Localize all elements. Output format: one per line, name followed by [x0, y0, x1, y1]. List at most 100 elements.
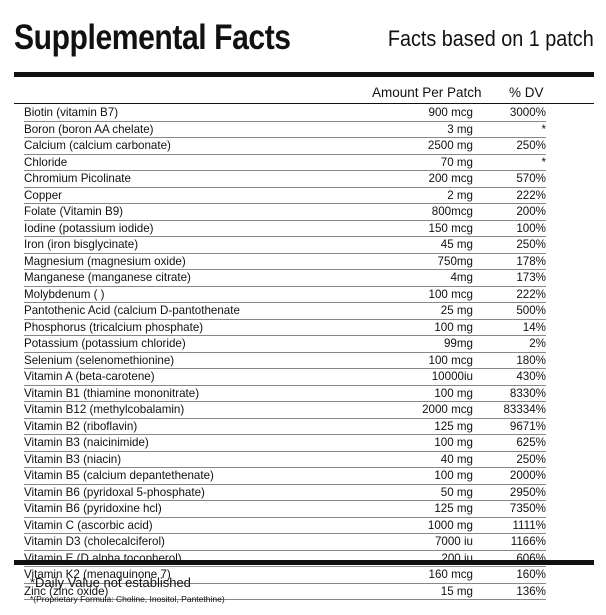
nutrient-amount: 40 mg	[440, 452, 473, 466]
nutrient-dv: 178%	[516, 254, 546, 268]
nutrient-name: Biotin (vitamin B7)	[24, 106, 119, 119]
nutrient-name: Boron (boron AA chelate)	[24, 122, 154, 136]
table-row: Chloride 70 mg *	[24, 155, 546, 171]
nutrient-name: Vitamin C (ascorbic acid)	[24, 518, 153, 532]
nutrient-amount: 15 mg	[440, 584, 473, 598]
nutrient-amount: 100 mg	[434, 320, 473, 334]
table-row: Potassium (potassium chloride) 99mg 2%	[24, 336, 546, 353]
nutrient-dv: 500%	[516, 304, 546, 317]
table-row: Vitamin D3 (cholecalciferol) 7000 iu 1166%	[24, 534, 546, 551]
nutrient-dv: *	[541, 122, 546, 136]
nutrient-amount: 200 mcg	[428, 172, 473, 185]
nutrient-name: Magnesium (magnesium oxide)	[24, 254, 186, 268]
nutrient-name: Iodine (potassium iodide)	[24, 221, 154, 235]
nutrient-amount: 99mg	[443, 337, 473, 350]
nutrient-amount: 25 mg	[440, 304, 473, 317]
table-row: Vitamin B2 (riboflavin) 125 mg 9671%	[24, 419, 546, 435]
table-row: Folate (Vitamin B9) 800mcg 200%	[24, 204, 546, 221]
nutrient-dv: *	[541, 155, 546, 169]
facts-title: Supplemental Facts	[14, 18, 291, 57]
nutrient-name: Vitamin E (D alpha tocopherol)	[24, 551, 182, 565]
table-row: Chromium Picolinate 200 mcg 570%	[24, 171, 546, 188]
nutrient-amount: 3 mg	[447, 122, 473, 136]
amount-column-header: Amount Per Patch	[372, 85, 482, 100]
nutrient-dv: 14%	[522, 320, 546, 334]
nutrient-name: Vitamin B5 (calcium depantethenate)	[24, 469, 214, 482]
table-row: Boron (boron AA chelate) 3 mg *	[24, 122, 546, 138]
table-row: Iodine (potassium iodide) 150 mcg 100%	[24, 221, 546, 237]
nutrient-name: Selenium (selenomethionine)	[24, 353, 175, 367]
nutrient-amount: 150 mcg	[428, 221, 473, 235]
nutrient-dv: 9671%	[509, 419, 546, 433]
nutrient-name: Zinc (zinc oxide)	[24, 584, 109, 598]
nutrient-amount: 50 mg	[440, 485, 473, 499]
nutrient-dv: 222%	[516, 188, 546, 202]
nutrient-amount: 70 mg	[440, 155, 473, 169]
nutrient-dv: 1166%	[510, 535, 546, 548]
nutrient-amount: 1000 mg	[427, 518, 473, 532]
nutrient-dv: 160%	[516, 568, 546, 581]
table-row: Vitamin K2 (menaquinone 7) 160 mcg 160%	[24, 567, 546, 584]
nutrient-name: Vitamin B3 (naicinimide)	[24, 436, 149, 449]
table-row: Vitamin B5 (calcium depantethenate) 100 m…	[24, 468, 546, 485]
nutrient-amount: 900 mcg	[428, 106, 473, 119]
nutrient-dv: 180%	[516, 353, 546, 367]
nutrient-amount: 2000 mcg	[422, 403, 473, 416]
nutrient-amount: 10000iu	[431, 370, 473, 383]
nutrient-name: Vitamin B12 (methylcobalamin)	[24, 403, 185, 416]
facts-header: Supplemental Facts Facts based on 1 patc…	[14, 18, 594, 60]
nutrient-amount: 45 mg	[440, 238, 473, 251]
nutrient-amount: 7000 iu	[434, 535, 473, 548]
nutrient-name: Potassium (potassium chloride)	[24, 337, 186, 350]
nutrient-name: Iron (iron bisglycinate)	[24, 238, 139, 251]
nutrient-amount: 4mg	[450, 271, 473, 284]
nutrient-amount: 750mg	[437, 254, 473, 268]
nutrient-name: Chloride	[24, 155, 68, 169]
table-row: Vitamin B6 (pyridoxine hcl) 125 mg 7350%	[24, 501, 546, 518]
nutrient-name: Folate (Vitamin B9)	[24, 205, 124, 218]
daily-value-note: *Daily Value not established	[30, 575, 191, 590]
table-row: Biotin (vitamin B7) 900 mcg 3000%	[24, 105, 546, 122]
nutrient-name: Manganese (manganese citrate)	[24, 271, 191, 284]
nutrient-dv: 2950%	[509, 485, 546, 499]
nutrient-name: Calcium (calcium carbonate)	[24, 139, 171, 152]
nutrient-amount: 125 mg	[434, 502, 473, 515]
nutrient-amount: 2 mg	[447, 188, 473, 202]
nutrient-dv: 7350%	[509, 502, 546, 515]
nutrient-name: Vitamin K2 (menaquinone 7)	[24, 568, 171, 581]
nutrient-dv: 200%	[516, 205, 546, 218]
nutrient-name: Vitamin B1 (thiamine mononitrate)	[24, 386, 200, 400]
table-row: Selenium (selenomethionine) 100 mcg 180%	[24, 353, 546, 369]
facts-table: Amount Per Patch % DV Biotin (vitamin B7…	[14, 72, 594, 600]
dv-column-header: % DV	[509, 85, 544, 100]
table-row: Vitamin B12 (methylcobalamin) 2000 mcg 833…	[24, 402, 546, 419]
nutrient-amount: 100 mcg	[428, 353, 473, 367]
nutrient-dv: 100%	[516, 221, 546, 235]
nutrient-amount: 200 iu	[441, 551, 473, 565]
table-row: Vitamin B3 (naicinimide) 100 mg 625%	[24, 435, 546, 452]
nutrient-dv: 3000%	[509, 106, 546, 119]
nutrient-name: Phosphorus (tricalcium phosphate)	[24, 320, 204, 334]
nutrient-dv: 83334%	[503, 403, 546, 416]
nutrient-amount: 100 mg	[434, 469, 473, 482]
nutrient-name: Molybdenum ( )	[24, 287, 105, 301]
nutrient-dv: 250%	[516, 139, 546, 152]
nutrient-dv: 8330%	[509, 386, 546, 400]
table-row: Phosphorus (tricalcium phosphate) 100 mg 1…	[24, 320, 546, 336]
header-divider	[14, 103, 594, 104]
nutrient-amount: 160 mcg	[428, 568, 473, 581]
nutrient-dv: 1111%	[512, 518, 546, 532]
nutrient-dv: 250%	[516, 238, 546, 251]
table-row: Iron (iron bisglycinate) 45 mg 250%	[24, 237, 546, 254]
nutrient-name: Vitamin A (beta-carotene)	[24, 370, 155, 383]
nutrient-name: Vitamin B6 (pyridoxal 5-phosphate)	[24, 485, 205, 499]
nutrient-dv: 625%	[516, 436, 546, 449]
nutrient-amount: 100 mcg	[428, 287, 473, 301]
table-row: Zinc (zinc oxide) 15 mg 136%	[24, 584, 546, 600]
nutrient-dv: 430%	[516, 370, 546, 383]
nutrient-dv: 222%	[516, 287, 546, 301]
nutrient-dv: 570%	[516, 172, 546, 185]
table-row: Vitamin B1 (thiamine mononitrate) 100 mg 8…	[24, 386, 546, 402]
nutrient-amount: 2500 mg	[427, 139, 473, 152]
nutrient-dv: 2000%	[509, 469, 546, 482]
